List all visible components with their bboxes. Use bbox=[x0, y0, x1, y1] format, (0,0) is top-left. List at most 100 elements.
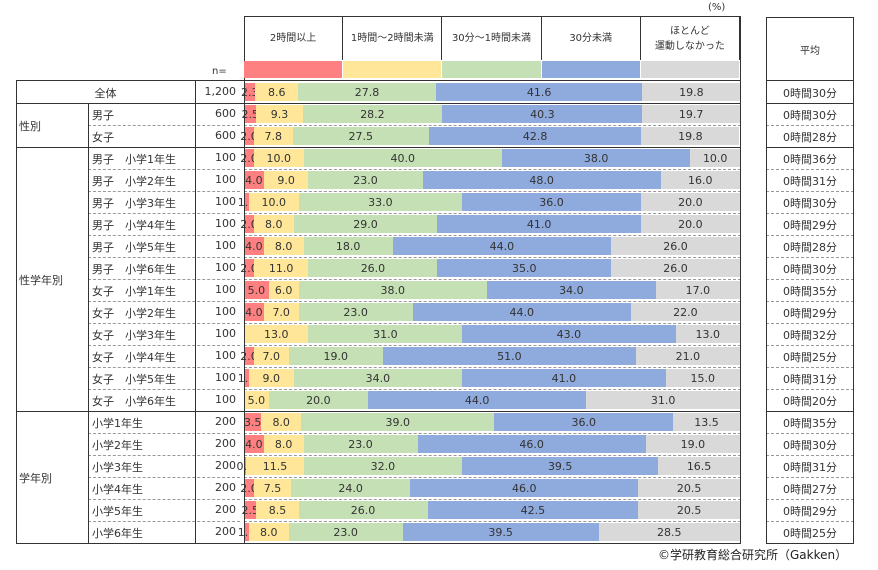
row-divider bbox=[244, 235, 741, 236]
legend-swatch bbox=[343, 61, 442, 78]
group-divider bbox=[766, 411, 854, 412]
data-label: 7.0 bbox=[272, 305, 290, 319]
bar-segment: 38.0 bbox=[501, 149, 691, 167]
row-label: 小学4年生 bbox=[92, 483, 143, 496]
bar-segment: 8.6 bbox=[255, 83, 299, 101]
row-n: 200 bbox=[215, 525, 236, 538]
row-n: 100 bbox=[215, 151, 236, 164]
bar-segment: 7.5 bbox=[253, 479, 292, 497]
row-divider bbox=[244, 213, 741, 214]
data-label: 19.0 bbox=[680, 437, 706, 451]
bar-segment: 38.0 bbox=[298, 281, 488, 299]
table-left-border bbox=[16, 80, 17, 543]
bar-segment: 4.0 bbox=[244, 303, 264, 321]
table-top-border bbox=[244, 80, 741, 81]
legend-entry: 1時間～2時間未満 bbox=[343, 17, 443, 60]
bar-segment: 31.0 bbox=[586, 391, 740, 409]
group-label: 性学年別 bbox=[19, 274, 63, 287]
row-divider bbox=[244, 389, 741, 390]
row-label: 男子 bbox=[92, 109, 114, 122]
bar-segment: 5.0 bbox=[244, 281, 269, 299]
row-divider bbox=[766, 477, 854, 478]
data-label: 2.5 bbox=[241, 503, 259, 517]
bar-segment: 2.0 bbox=[240, 347, 258, 365]
row-n: 100 bbox=[215, 349, 236, 362]
data-label: 35.0 bbox=[511, 261, 537, 275]
data-label: 26.0 bbox=[350, 503, 376, 517]
bar-segment: 34.0 bbox=[487, 281, 656, 299]
row-divider bbox=[766, 279, 854, 280]
bar-segment: 8.0 bbox=[248, 523, 289, 541]
data-label: 26.0 bbox=[663, 239, 688, 253]
data-label: 20.0 bbox=[678, 195, 703, 209]
row-label: 男子 小学6年生 bbox=[92, 263, 176, 276]
data-label: 39.0 bbox=[385, 415, 411, 429]
bar-area-right-border bbox=[740, 16, 741, 543]
bar-segment: 2.0 bbox=[240, 215, 258, 233]
bar-segment: 18.0 bbox=[303, 237, 393, 255]
table-row: 女子 小学2年生 100 4.0 7.0 23.0 44.0 22.0 0時間29分 bbox=[0, 301, 878, 323]
bar-area-left-border bbox=[244, 80, 245, 543]
bar-segment: 16.0 bbox=[660, 171, 740, 189]
bar-segment: 44.0 bbox=[392, 237, 612, 255]
data-label: 6.0 bbox=[274, 283, 293, 297]
bar-segment: 2.5 bbox=[241, 105, 259, 123]
legend-top-border bbox=[244, 16, 740, 17]
row-label: 男子 小学1年生 bbox=[92, 153, 176, 166]
bar-segment: 4.0 bbox=[244, 435, 264, 453]
bar-segment: 2.5 bbox=[241, 501, 259, 519]
bar-segment: 28.5 bbox=[598, 523, 740, 541]
data-label: 38.0 bbox=[583, 151, 609, 165]
bar-segment: 11.0 bbox=[253, 259, 309, 277]
bar-segment: 44.0 bbox=[368, 391, 587, 409]
row-divider bbox=[88, 213, 240, 214]
bar-segment: 44.0 bbox=[412, 303, 631, 321]
row-divider bbox=[88, 125, 240, 126]
data-label: 39.5 bbox=[547, 459, 573, 473]
row-n: 100 bbox=[215, 173, 236, 186]
data-label: 20.0 bbox=[306, 393, 331, 407]
row-label: 小学6年生 bbox=[92, 527, 143, 540]
bar-segment: 41.0 bbox=[462, 369, 666, 387]
row-divider bbox=[766, 389, 854, 390]
data-label: 8.0 bbox=[260, 525, 278, 539]
row-n: 200 bbox=[215, 459, 236, 472]
data-label: 48.0 bbox=[529, 173, 554, 187]
data-label: 10.0 bbox=[261, 195, 287, 209]
data-label: 33.0 bbox=[368, 195, 393, 209]
row-divider bbox=[244, 257, 741, 258]
data-label: 20.5 bbox=[676, 481, 702, 495]
bar-segment: 20.0 bbox=[640, 193, 740, 211]
data-label: 51.0 bbox=[497, 349, 522, 363]
table-row: 女子 小学1年生 100 5.0 6.0 38.0 34.0 17.0 0時間35分 bbox=[0, 279, 878, 301]
group-divider-vertical bbox=[88, 411, 89, 543]
data-label: 8.0 bbox=[272, 415, 290, 429]
row-average: 0時間25分 bbox=[783, 351, 837, 364]
row-average: 0時間30分 bbox=[783, 87, 837, 100]
table-row: 小学3年生 200 0.5 11.5 32.0 39.5 16.5 0時間31分 bbox=[0, 455, 878, 477]
data-label: 4.0 bbox=[245, 239, 263, 253]
data-label: 4.0 bbox=[245, 305, 263, 319]
data-label: 9.0 bbox=[277, 173, 295, 187]
group-divider bbox=[766, 103, 854, 104]
row-n: 600 bbox=[215, 107, 236, 120]
row-n: 100 bbox=[215, 195, 236, 208]
bar-segment: 39.5 bbox=[402, 523, 599, 541]
table-row: 女子 小学3年生 100 13.0 31.0 43.0 13.0 0時間32分 bbox=[0, 323, 878, 345]
bar-segment: 9.0 bbox=[248, 369, 294, 387]
bar-segment: 31.0 bbox=[308, 325, 463, 343]
bar-segment: 9.0 bbox=[263, 171, 309, 189]
table-row: 小学4年生 200 2.0 7.5 24.0 46.0 20.5 0時間27分 bbox=[0, 477, 878, 499]
bar-segment: 20.0 bbox=[268, 391, 368, 409]
bar-segment: 36.0 bbox=[462, 193, 641, 211]
bar-segment: 28.2 bbox=[302, 105, 443, 123]
bar-segment: 6.0 bbox=[268, 281, 299, 299]
data-label: 26.0 bbox=[663, 261, 688, 275]
row-average: 0時間31分 bbox=[783, 373, 837, 386]
row-n: 100 bbox=[215, 261, 236, 274]
row-average: 0時間36分 bbox=[783, 153, 837, 166]
bar-segment: 15.0 bbox=[665, 369, 740, 387]
bar-segment: 8.0 bbox=[261, 413, 302, 431]
row-n: 100 bbox=[215, 305, 236, 318]
bar-segment: 29.0 bbox=[293, 215, 438, 233]
